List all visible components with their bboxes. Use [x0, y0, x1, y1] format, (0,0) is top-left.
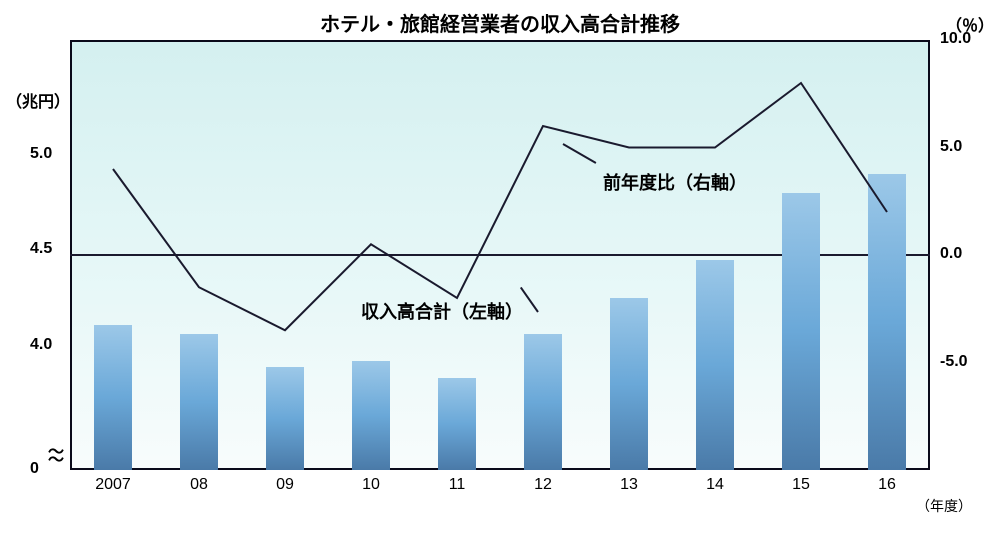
right-tick: -5.0 [940, 353, 968, 371]
right-tick: 0.0 [940, 245, 962, 263]
x-tick: 13 [620, 476, 638, 494]
x-tick: 2007 [95, 476, 131, 494]
x-tick: 11 [449, 476, 466, 494]
right-tick: 10.0 [940, 30, 971, 48]
bar [868, 174, 906, 470]
bar [696, 260, 734, 470]
left-tick: 5.0 [30, 145, 52, 163]
bar-series-label: 収入高合計（左軸） [361, 298, 523, 324]
left-axis-unit: （兆円） [6, 88, 70, 112]
x-tick: 12 [534, 476, 552, 494]
line-series-label: 前年度比（右軸） [603, 169, 747, 195]
bar [266, 367, 304, 470]
bar [438, 378, 476, 470]
right-tick: 5.0 [940, 138, 962, 156]
x-tick: 10 [362, 476, 380, 494]
x-tick: 15 [792, 476, 810, 494]
left-tick: 4.5 [30, 240, 52, 258]
bar [180, 334, 218, 470]
x-tick: 14 [706, 476, 724, 494]
bars-layer [70, 40, 930, 470]
x-axis-label: （年度） [916, 496, 972, 516]
x-tick: 08 [190, 476, 208, 494]
chart-title: ホテル・旅館経営業者の収入高合計推移 [0, 0, 1000, 37]
chart-container: 前年度比（右軸） 収入高合計（左軸） [70, 40, 930, 470]
bar [94, 325, 132, 470]
x-tick: 16 [878, 476, 896, 494]
bar [352, 361, 390, 470]
x-tick: 09 [276, 476, 294, 494]
left-tick: 0 [30, 460, 39, 478]
bar [524, 334, 562, 470]
left-tick: 4.0 [30, 336, 52, 354]
bar [610, 298, 648, 470]
axis-break-2: 〜 [48, 446, 64, 470]
bar [782, 193, 820, 470]
